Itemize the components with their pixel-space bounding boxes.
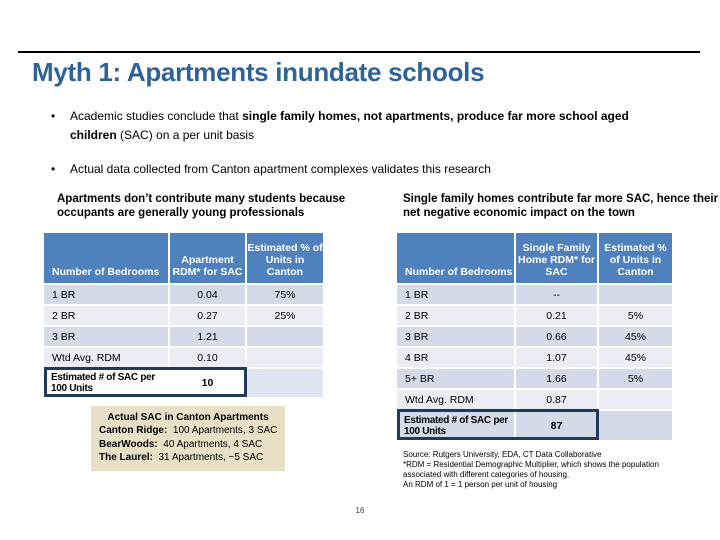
table-cell [599, 285, 672, 304]
table-cell: 0.27 [170, 306, 247, 325]
left-panel-heading: Apartments don’t contribute many student… [57, 193, 346, 219]
table-row: 3 BR 1.21 [44, 325, 323, 346]
table-row: 3 BR 0.66 45% [397, 325, 672, 346]
table-cell: Wtd Avg. RDM [397, 390, 516, 409]
callout-value: 100 Apartments, 3 SAC [167, 425, 278, 436]
actual-sac-callout: Actual SAC in Canton Apartments Canton R… [91, 406, 285, 471]
table-cell: 1 BR [397, 285, 516, 304]
table-cell: 0.04 [170, 285, 247, 304]
table-cell: 75% [247, 285, 323, 304]
table-cell: 0.66 [516, 327, 599, 346]
table-row: 2 BR 0.21 5% [397, 304, 672, 325]
column-header: Single Family Home RDM* for SAC [516, 233, 599, 283]
table-header-row: Number of Bedrooms Apartment RDM* for SA… [44, 233, 323, 283]
page-number: 16 [355, 506, 365, 515]
table-cell: 1.07 [516, 348, 599, 367]
table-cell: 4 BR [397, 348, 516, 367]
column-header: Apartment RDM* for SAC [170, 233, 247, 283]
bullet-text: (SAC) on a per unit basis [116, 128, 255, 142]
callout-line: BearWoods: 40 Apartments, 4 SAC [91, 438, 285, 452]
table-row: 5+ BR 1.66 5% [397, 367, 672, 388]
total-row-value: 87 [516, 411, 599, 440]
table-cell: 3 BR [44, 327, 170, 346]
table-row: 2 BR 0.27 25% [44, 304, 323, 325]
table-cell: 45% [599, 348, 672, 367]
total-row-value: 10 [170, 369, 247, 397]
bullet-text: Academic studies conclude that [70, 109, 243, 123]
column-header: Estimated % of Units in Canton [247, 242, 323, 278]
table-cell: 5% [599, 306, 672, 325]
table-cell: 2 BR [44, 306, 170, 325]
bullet-text-bold: single family homes, not apartments, pro… [70, 109, 629, 142]
column-header: Number of Bedrooms [44, 233, 170, 283]
table-row: Wtd Avg. RDM 0.87 [397, 388, 672, 409]
table-cell: 25% [247, 306, 323, 325]
source-line: Source: Rutgers University, EDA, CT Data… [403, 450, 602, 459]
callout-label: BearWoods: [99, 438, 158, 450]
table-total-row: Estimated # of SAC per 100 Units 10 [44, 367, 323, 397]
bullet-text: Actual data collected from Canton apartm… [70, 162, 491, 176]
table-cell [247, 348, 323, 367]
table-cell: 0.10 [170, 348, 247, 367]
table-row: 4 BR 1.07 45% [397, 346, 672, 367]
callout-label: The Laurel: [99, 452, 153, 463]
table-cell: 2 BR [397, 306, 516, 325]
bullet-item: Academic studies conclude that single fa… [51, 107, 670, 145]
title-rule [18, 51, 700, 53]
table-header-row: Number of Bedrooms Single Family Home RD… [397, 233, 672, 283]
table-row: 1 BR 0.04 75% [44, 283, 323, 304]
total-row-label: Estimated # of SAC per 100 Units [44, 369, 170, 397]
table-cell: 1.21 [170, 327, 247, 346]
single-family-rdm-table: Number of Bedrooms Single Family Home RD… [397, 233, 672, 440]
source-notes: Source: Rutgers University, EDA, CT Data… [403, 450, 681, 490]
callout-line: The Laurel: 31 Apartments, ~5 SAC [91, 451, 285, 465]
rdm-definition: *RDM = Residential Demographic Multiplie… [403, 460, 659, 479]
table-cell: 0.87 [516, 390, 599, 409]
table-row: Wtd Avg. RDM 0.10 [44, 346, 323, 367]
column-header: Estimated % of Units in Canton [604, 242, 667, 278]
table-cell: -- [516, 285, 599, 304]
callout-value: 31 Apartments, ~5 SAC [152, 452, 264, 463]
table-cell: 1.66 [516, 369, 599, 388]
table-cell [247, 369, 323, 397]
callout-line: Canton Ridge: 100 Apartments, 3 SAC [91, 424, 285, 438]
table-cell: 5+ BR [397, 369, 516, 388]
callout-label: Canton Ridge: [99, 425, 168, 436]
table-cell: 1 BR [44, 285, 170, 304]
table-cell: Wtd Avg. RDM [44, 348, 170, 367]
right-panel-heading: Single family homes contribute far more … [403, 193, 719, 219]
table-cell [599, 411, 672, 440]
table-cell: 0.21 [516, 306, 599, 325]
table-cell: 5% [599, 369, 672, 388]
slide-title: Myth 1: Apartments inundate schools [32, 57, 485, 87]
rdm-scale: An RDM of 1 = 1 person per unit of housi… [403, 480, 558, 489]
apartment-rdm-table: Number of Bedrooms Apartment RDM* for SA… [44, 233, 323, 397]
callout-value: 40 Apartments, 4 SAC [157, 438, 263, 450]
total-row-label: Estimated # of SAC per 100 Units [397, 411, 516, 440]
table-row: 1 BR -- [397, 283, 672, 304]
table-total-row: Estimated # of SAC per 100 Units 87 [397, 409, 672, 440]
bullet-item: Actual data collected from Canton apartm… [51, 160, 670, 179]
bullet-list: Academic studies conclude that single fa… [51, 107, 670, 194]
table-cell [247, 327, 323, 346]
callout-heading: Actual SAC in Canton Apartments [107, 412, 269, 423]
table-cell [599, 390, 672, 409]
column-header: Number of Bedrooms [397, 233, 516, 283]
table-cell: 3 BR [397, 327, 516, 346]
table-cell: 45% [599, 327, 672, 346]
